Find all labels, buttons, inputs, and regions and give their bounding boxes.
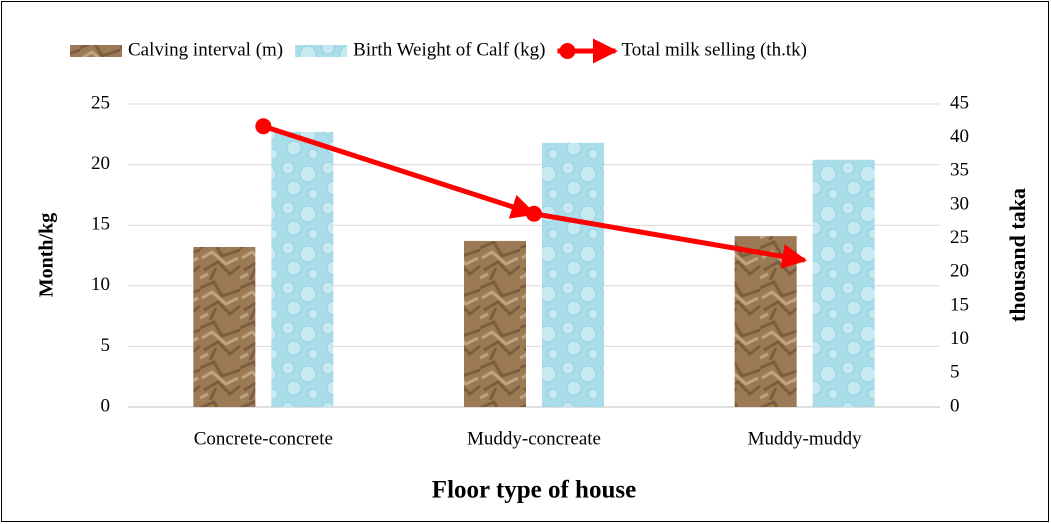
y2-tick-label: 45 <box>950 92 969 113</box>
line-segment <box>533 211 808 269</box>
bar <box>812 159 875 407</box>
y-tick-label: 10 <box>91 274 110 295</box>
x-tick-label: Muddy-concreate <box>467 428 601 449</box>
y-tick-label: 25 <box>91 92 110 113</box>
legend-label: Birth Weight of Calf (kg) <box>353 39 545 60</box>
y2-tick-label: 20 <box>950 261 969 282</box>
line-segment <box>262 123 537 219</box>
y2-tick-label: 10 <box>950 328 969 349</box>
bar <box>464 240 526 407</box>
bar <box>271 131 334 407</box>
bar <box>734 236 797 407</box>
y-tick-label: 15 <box>91 214 110 235</box>
legend-label: Calving interval (m) <box>128 39 283 60</box>
y-tick-label: 5 <box>101 335 111 356</box>
x-tick-label: Concrete-concrete <box>194 428 333 449</box>
y2-tick-label: 35 <box>950 160 969 181</box>
line-point <box>526 205 542 222</box>
legend-label: Total milk selling (th.tk) <box>621 39 806 60</box>
line-point <box>255 118 272 135</box>
y2-tick-label: 30 <box>950 193 969 214</box>
x-tick-label: Muddy-muddy <box>748 428 863 449</box>
legend-swatch <box>70 45 122 57</box>
y-axis-title: Month/kg <box>36 213 58 297</box>
y2-tick-label: 25 <box>950 227 969 248</box>
y2-tick-label: 5 <box>950 362 960 383</box>
bar <box>542 142 604 407</box>
legend-point <box>559 43 576 59</box>
y2-tick-label: 0 <box>950 395 960 416</box>
y-tick-label: 0 <box>101 395 111 416</box>
bar <box>193 247 256 407</box>
legend-swatch <box>295 45 348 57</box>
x-axis-title: Floor type of house <box>432 477 636 504</box>
y2-tick-label: 40 <box>950 126 969 147</box>
y2-axis-title: thousand taka <box>1005 188 1030 322</box>
y2-tick-label: 15 <box>950 294 969 315</box>
y-tick-label: 20 <box>91 153 110 174</box>
